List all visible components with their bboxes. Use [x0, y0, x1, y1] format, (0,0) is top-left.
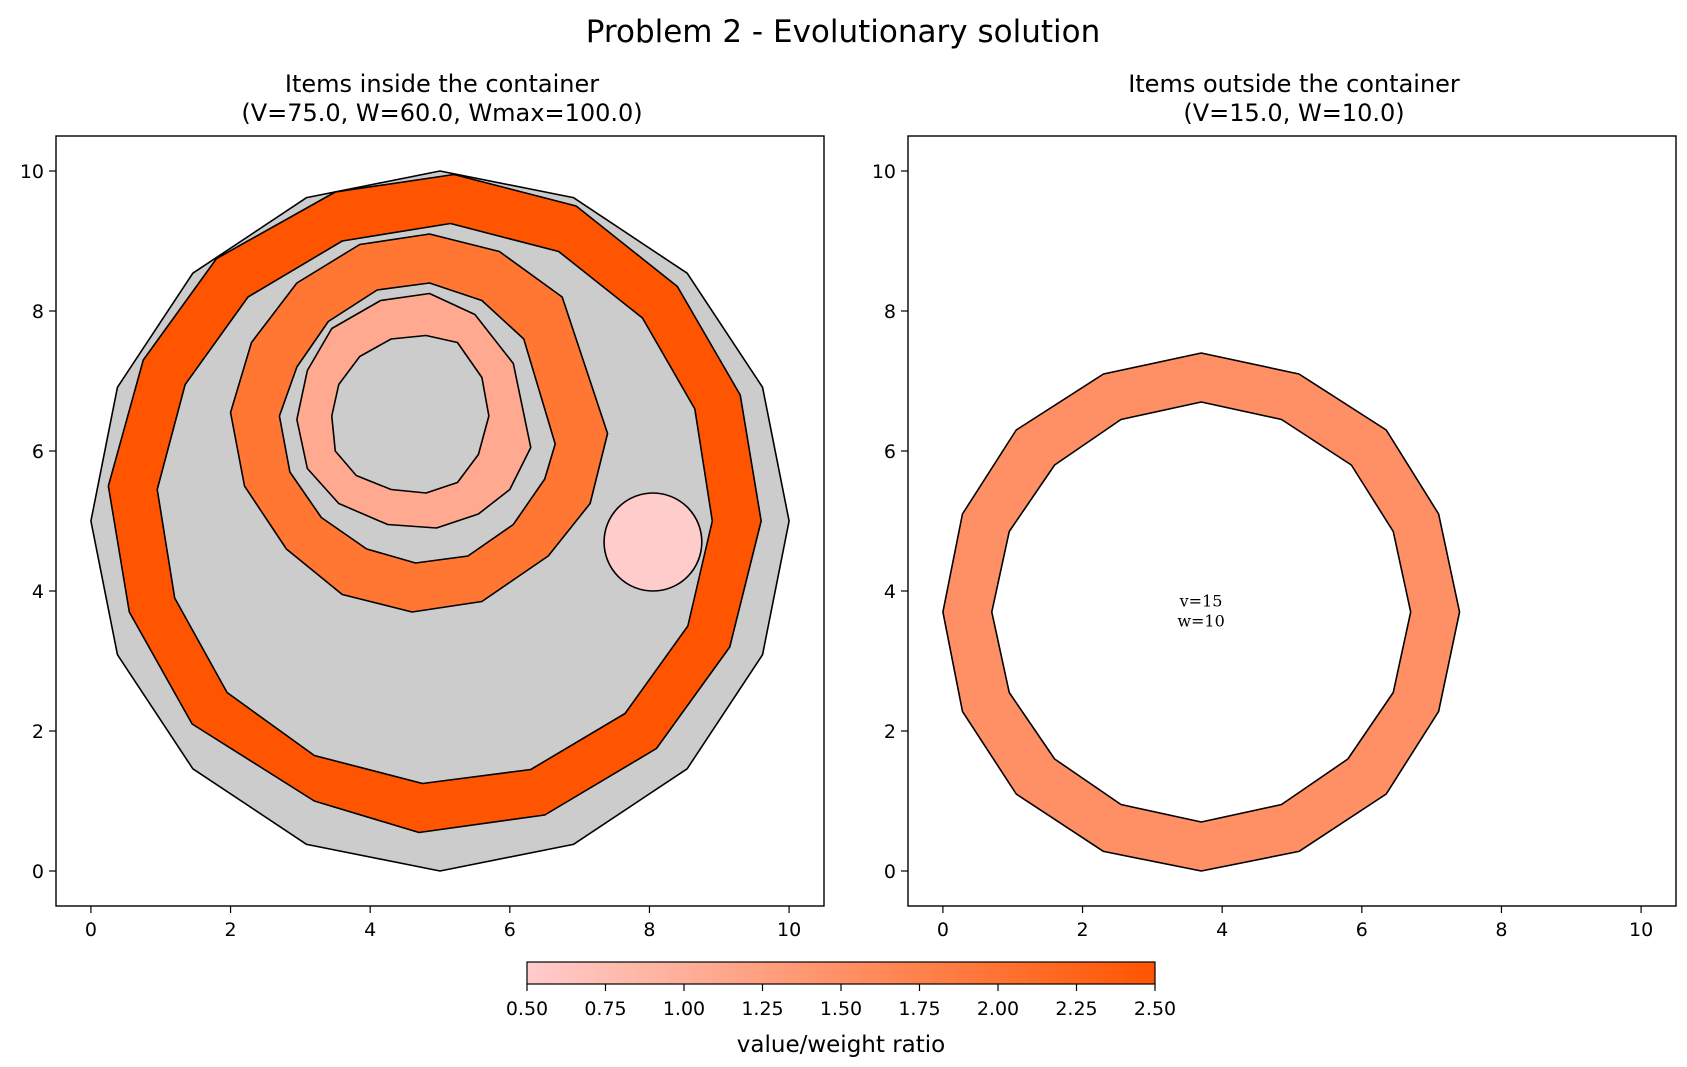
y-tick-label: 2	[884, 721, 896, 743]
x-tick-label: 8	[1495, 919, 1507, 941]
x-tick-label: 0	[85, 919, 97, 941]
item-label: v=15	[1179, 591, 1223, 610]
figure-title: Problem 2 - Evolutionary solution	[586, 14, 1100, 50]
y-tick-label: 0	[884, 861, 896, 883]
plot-area-outside: v=15w=10 0 2 4 6 8 10 0 2 4 6 8 10	[872, 135, 1677, 941]
panel-outside-subtitle: (V=15.0, W=10.0)	[1183, 99, 1404, 127]
item-circle	[603, 492, 703, 592]
x-tick-label: 2	[224, 919, 236, 941]
item-ring-0	[107, 173, 762, 834]
x-tick-label: 0	[937, 919, 949, 941]
panel-inside-title: Items inside the container	[285, 70, 599, 98]
x-tick-label: 8	[643, 919, 655, 941]
x-tick-label: 6	[1356, 919, 1368, 941]
colorbar-tick-label: 1.00	[663, 998, 705, 1020]
colorbar-tick-label: 2.00	[977, 998, 1019, 1020]
y-tick-label: 8	[884, 301, 896, 323]
axes-frame	[907, 135, 1677, 907]
y-tick-label: 6	[884, 441, 896, 463]
colorbar-tick-label: 2.50	[1134, 998, 1176, 1020]
panel-inside-subtitle: (V=75.0, W=60.0, Wmax=100.0)	[241, 99, 642, 127]
colorbar-tick-label: 1.75	[898, 998, 940, 1020]
panel-outside-title: Items outside the container	[1128, 70, 1460, 98]
y-tick-label: 4	[884, 581, 896, 603]
y-tick-label: 10	[20, 161, 44, 183]
x-tick-label: 4	[364, 919, 376, 941]
x-tick-label: 10	[777, 919, 801, 941]
colorbar-tick-label: 0.75	[584, 998, 626, 1020]
panel-outside: Items outside the container (V=15.0, W=1…	[872, 70, 1677, 941]
y-tick-label: 6	[32, 441, 44, 463]
y-tick-label: 4	[32, 581, 44, 603]
colorbar-tick-label: 1.50	[820, 998, 862, 1020]
colorbar-tick-label: 1.25	[741, 998, 783, 1020]
y-tick-label: 10	[872, 161, 896, 183]
item-ring-1	[229, 233, 609, 613]
y-tick-label: 2	[32, 721, 44, 743]
x-tick-label: 4	[1216, 919, 1228, 941]
x-tick-label: 6	[504, 919, 516, 941]
colorbar-tick-label: 0.50	[506, 998, 548, 1020]
colorbar-gradient	[526, 961, 1156, 985]
y-tick-label: 8	[32, 301, 44, 323]
colorbar-label: value/weight ratio	[737, 1032, 945, 1058]
item-label: w=10	[1177, 611, 1224, 630]
x-tick-label: 2	[1076, 919, 1088, 941]
colorbar-tick-label: 2.25	[1055, 998, 1097, 1020]
item-ring-2	[296, 292, 532, 529]
item-ring-0	[942, 352, 1461, 872]
colorbar: 0.50 0.75 1.00 1.25 1.50 1.75 2.00 2.25 2.50 val…	[506, 961, 1176, 1058]
axes-frame	[55, 135, 825, 907]
y-tick-label: 0	[32, 861, 44, 883]
panel-inside: Items inside the container (V=75.0, W=60…	[20, 70, 825, 941]
colorbar-ticks: 0.50 0.75 1.00 1.25 1.50 1.75 2.00 2.25 2.50	[506, 984, 1176, 1020]
x-tick-label: 10	[1629, 919, 1653, 941]
plot-area-inside: 0 2 4 6 8 10 0 2 4 6 8 10	[20, 135, 825, 941]
